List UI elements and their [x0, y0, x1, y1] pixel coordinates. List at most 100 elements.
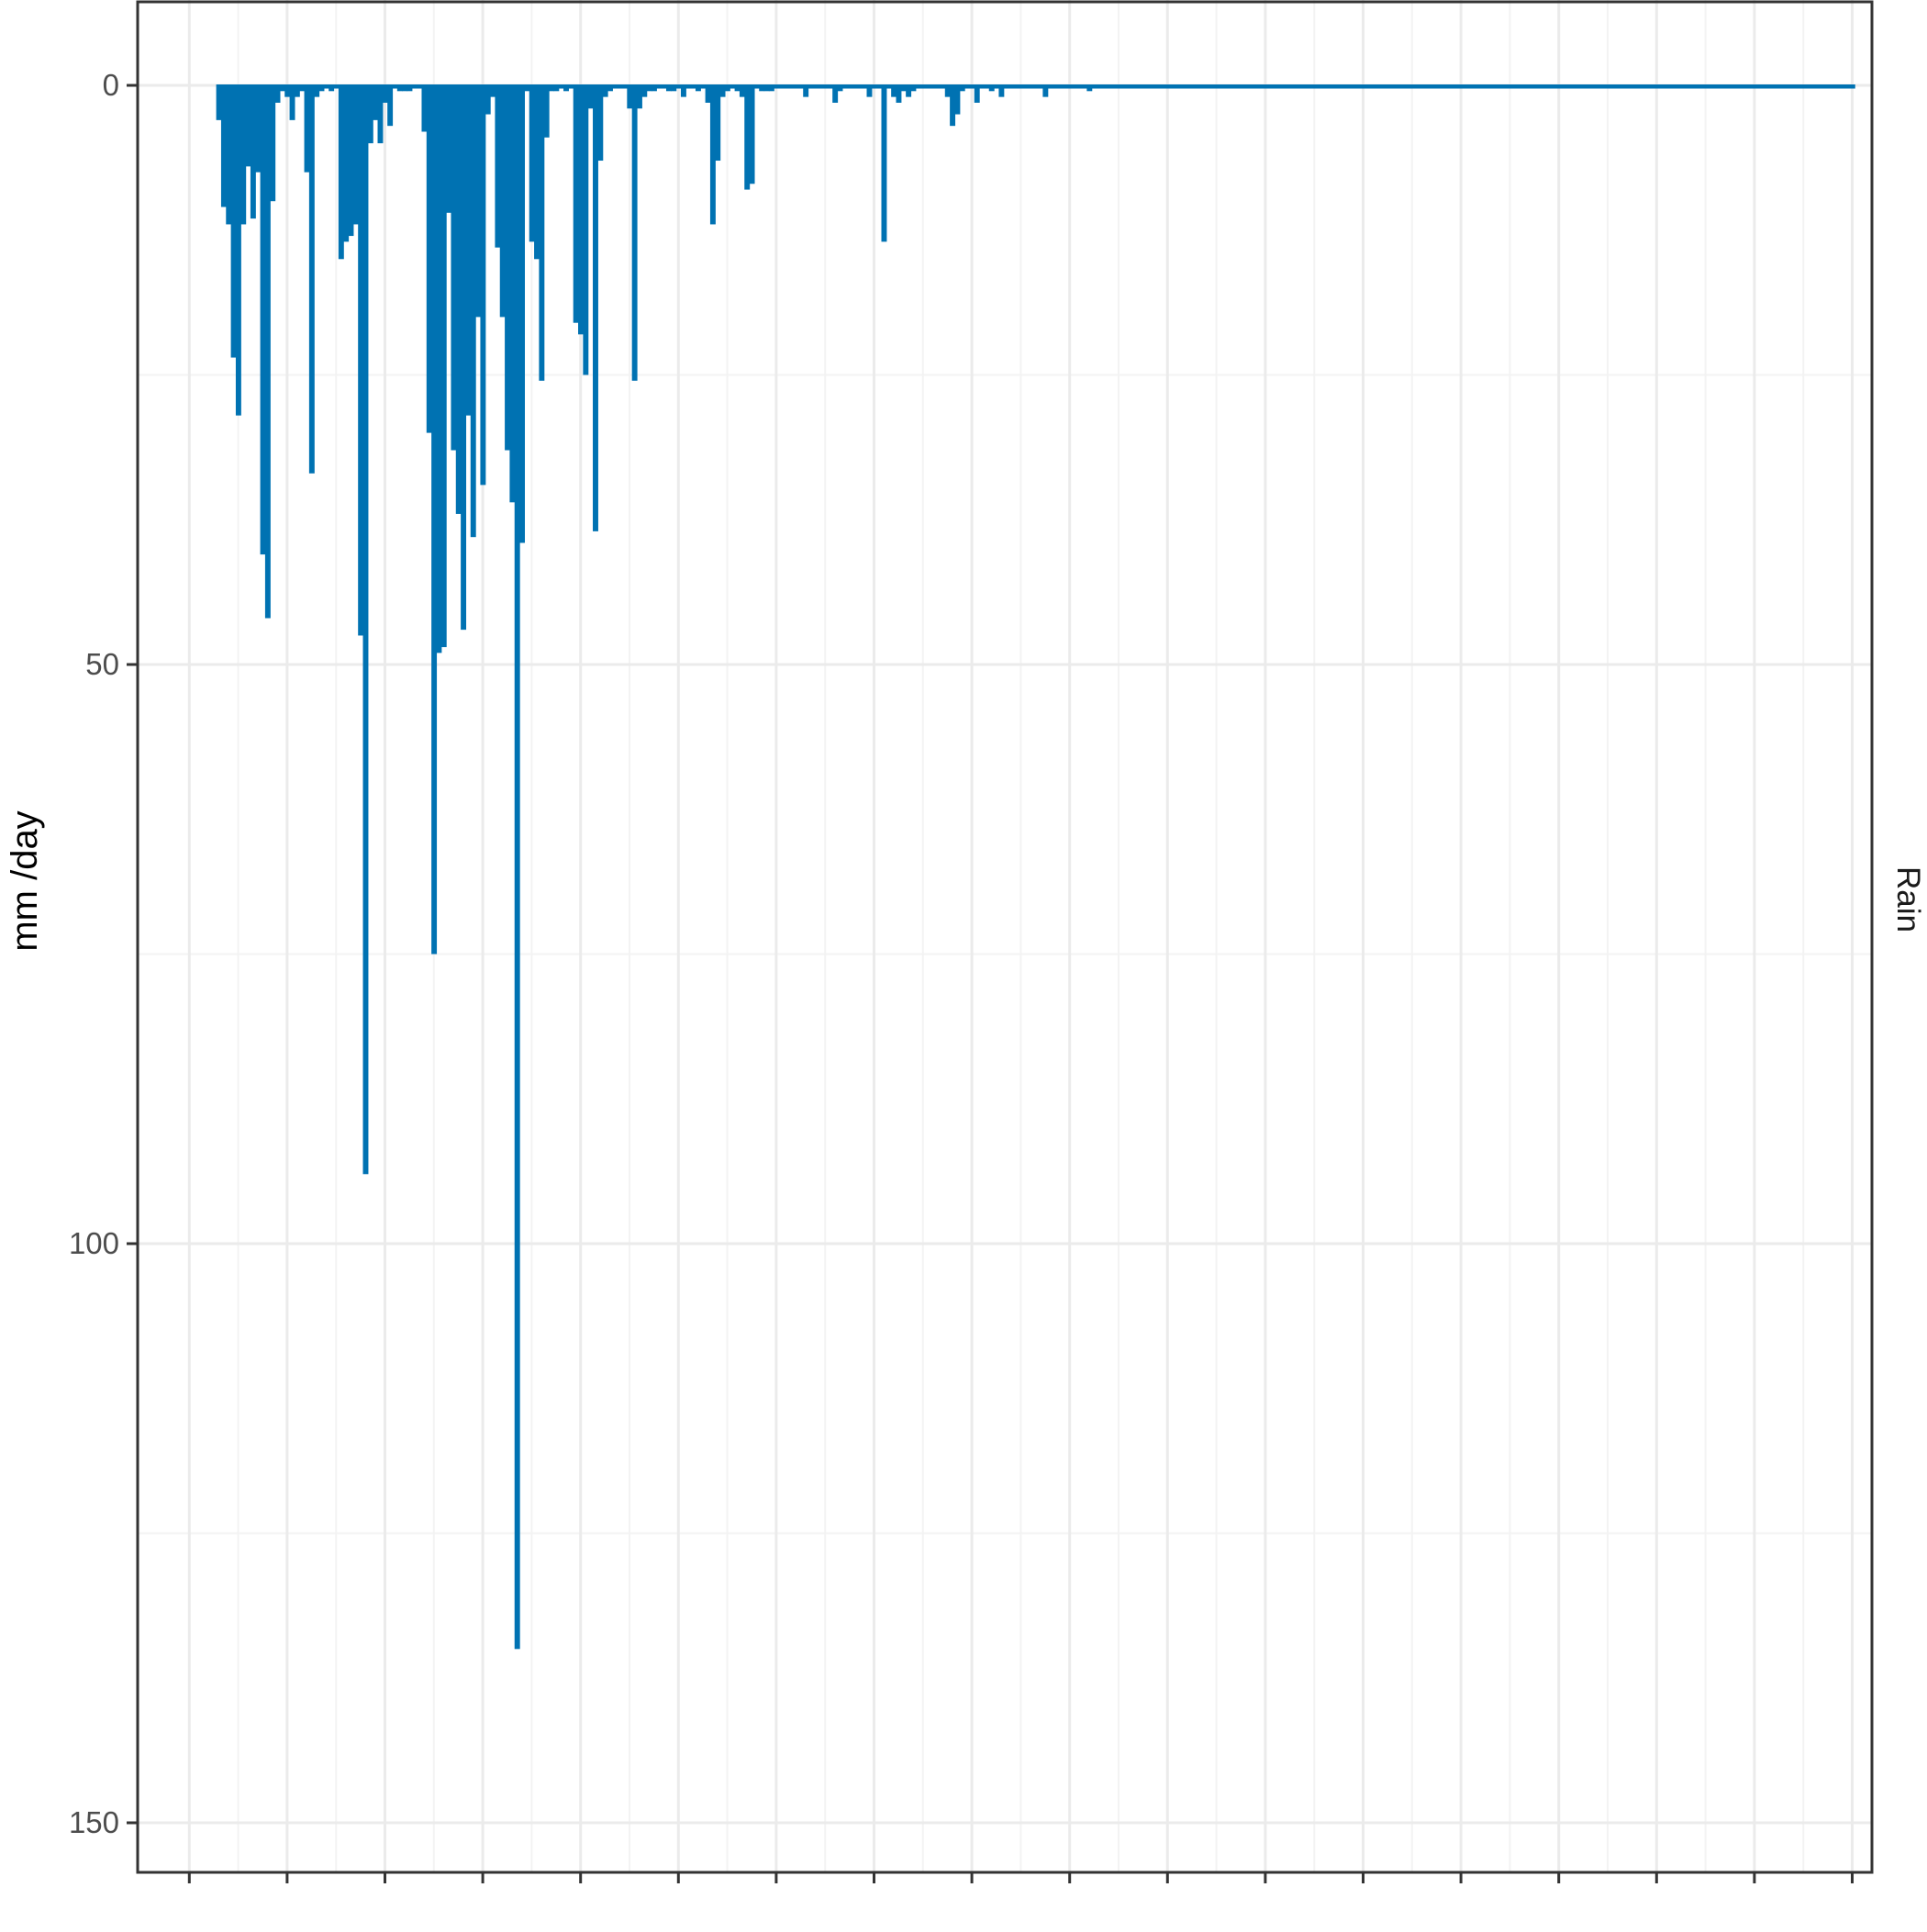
rain-bar — [1297, 84, 1303, 89]
rain-bar — [1419, 84, 1425, 89]
rain-bar — [426, 84, 432, 433]
rain-bar — [1198, 84, 1205, 89]
rain-bar — [730, 84, 736, 89]
rain-bar — [1781, 84, 1788, 89]
rain-bar — [1223, 84, 1230, 89]
rain-bar — [935, 84, 941, 89]
rain-bar — [329, 84, 335, 92]
rain-bar — [768, 84, 774, 92]
rain-bar — [216, 84, 222, 120]
rain-bar — [906, 84, 912, 97]
rain-bar — [1307, 84, 1313, 89]
rain-bar — [597, 84, 604, 162]
rain-bar — [636, 84, 642, 109]
rain-bar — [294, 84, 300, 97]
rain-bar — [1023, 84, 1029, 89]
rain-bar — [402, 84, 408, 92]
rain-bar — [1712, 84, 1719, 89]
rain-bar — [1844, 84, 1851, 89]
rain-bar — [797, 84, 804, 89]
rain-bar — [1365, 84, 1372, 89]
rain-bar — [299, 84, 306, 92]
rain-bar — [1624, 84, 1631, 89]
rain-bar — [480, 84, 486, 486]
rain-bar — [808, 84, 814, 89]
rain-bar — [715, 84, 721, 162]
rain-bar — [387, 84, 394, 127]
rain-bar — [1752, 84, 1758, 89]
rain-bar — [495, 84, 501, 248]
rain-bar — [1483, 84, 1489, 89]
rain-bar — [1409, 84, 1416, 89]
rain-bar — [915, 84, 921, 89]
rain-bar — [1620, 84, 1626, 89]
rain-bar — [318, 84, 325, 92]
rain-bar — [930, 84, 936, 89]
y-tick-label: 150 — [69, 1805, 119, 1839]
rain-bar — [1120, 84, 1127, 89]
rain-bar — [490, 84, 496, 97]
rain-bar — [1336, 84, 1342, 89]
rain-bar — [1179, 84, 1186, 89]
rain-bar — [1116, 84, 1122, 89]
rain-bar — [876, 84, 883, 89]
rain-bar — [984, 84, 990, 89]
rain-bar — [1209, 84, 1215, 89]
rain-bar — [373, 84, 379, 120]
rain-bar — [1702, 84, 1709, 89]
rain-bar — [499, 84, 506, 318]
rain-bar — [700, 84, 707, 89]
rain-bar — [1189, 84, 1196, 89]
rain-bar — [1086, 84, 1093, 92]
rain-bar — [1502, 84, 1509, 89]
rain-bar — [661, 84, 667, 89]
rain-bar — [1038, 84, 1043, 89]
rain-bar — [1678, 84, 1685, 89]
rain-bar — [1018, 84, 1024, 89]
rain-bar — [1228, 84, 1234, 89]
rain-bar — [900, 84, 907, 92]
rain-bar — [724, 84, 730, 92]
rain-bar — [612, 84, 618, 89]
rain-bar — [1727, 84, 1733, 89]
major-gridlines — [138, 0, 1872, 1872]
rain-bar — [274, 84, 281, 103]
rain-bar — [1263, 84, 1269, 89]
rain-bar — [1125, 84, 1131, 89]
rain-bar — [1053, 84, 1058, 89]
rain-bar — [264, 84, 271, 619]
rain-bar — [1238, 84, 1244, 89]
rain-bar — [343, 84, 350, 242]
rain-bar — [1292, 84, 1298, 89]
rain-bar — [1272, 84, 1278, 89]
rain-bar — [338, 84, 344, 260]
rain-bar — [1693, 84, 1699, 89]
rain-bar — [1654, 84, 1660, 89]
rain-bar — [514, 84, 520, 1649]
rain-bar — [1326, 84, 1332, 89]
rain-bar — [529, 84, 535, 242]
rain-bar — [1463, 84, 1469, 89]
rain-bar — [749, 84, 755, 184]
rain-bar — [896, 84, 902, 103]
rain-bar — [1834, 84, 1841, 89]
rain-bar — [558, 84, 564, 89]
rain-bar — [1805, 84, 1811, 89]
rain-bar — [1477, 84, 1484, 89]
rain-bar — [587, 84, 594, 109]
rain-bar — [1756, 84, 1763, 89]
rain-bar — [1796, 84, 1802, 89]
rain-bar — [1301, 84, 1308, 89]
rain-bar — [841, 84, 848, 89]
rain-bar — [1047, 84, 1053, 89]
rain-bar — [1345, 84, 1352, 89]
rain-bar — [1204, 84, 1210, 89]
rain-bar — [1448, 84, 1454, 89]
rain-bar — [1316, 84, 1322, 89]
rain-bar — [1057, 84, 1064, 89]
rain-bar — [886, 84, 892, 89]
rain-bar — [744, 84, 751, 190]
rain-bar — [994, 84, 1000, 89]
rain-bar — [822, 84, 829, 89]
rain-bar — [1341, 84, 1347, 89]
